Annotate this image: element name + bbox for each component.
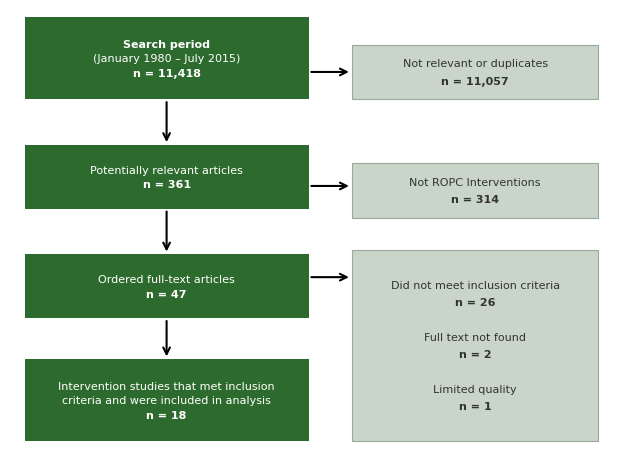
FancyBboxPatch shape <box>352 164 598 218</box>
FancyBboxPatch shape <box>25 255 308 318</box>
Text: (January 1980 – July 2015): (January 1980 – July 2015) <box>93 54 240 64</box>
FancyBboxPatch shape <box>352 46 598 100</box>
Text: n = 47: n = 47 <box>146 289 187 299</box>
Text: Full text not found: Full text not found <box>424 332 526 342</box>
FancyBboxPatch shape <box>25 359 308 441</box>
Text: Ordered full-text articles: Ordered full-text articles <box>98 274 235 284</box>
Text: Not relevant or duplicates: Not relevant or duplicates <box>402 59 548 69</box>
Text: Not ROPC Interventions: Not ROPC Interventions <box>409 177 541 187</box>
Text: Intervention studies that met inclusion: Intervention studies that met inclusion <box>58 381 275 391</box>
Text: n = 11,057: n = 11,057 <box>441 76 509 86</box>
Text: n = 2: n = 2 <box>459 349 491 359</box>
FancyBboxPatch shape <box>25 18 308 100</box>
Text: Did not meet inclusion criteria: Did not meet inclusion criteria <box>391 280 560 290</box>
Text: n = 26: n = 26 <box>455 298 495 308</box>
Text: Search period: Search period <box>123 40 210 50</box>
Text: n = 314: n = 314 <box>451 195 499 205</box>
Text: Limited quality: Limited quality <box>433 384 517 394</box>
Text: n = 361: n = 361 <box>143 180 191 190</box>
Text: n = 1: n = 1 <box>459 401 491 411</box>
Text: criteria and were included in analysis: criteria and were included in analysis <box>62 395 271 405</box>
Text: n = 18: n = 18 <box>146 410 187 420</box>
Text: Potentially relevant articles: Potentially relevant articles <box>90 165 243 175</box>
FancyBboxPatch shape <box>352 250 598 441</box>
FancyBboxPatch shape <box>25 146 308 209</box>
Text: n = 11,418: n = 11,418 <box>133 69 201 79</box>
